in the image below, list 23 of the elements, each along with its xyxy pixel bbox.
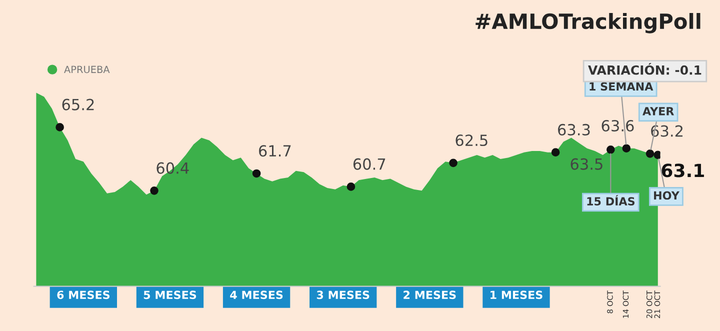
annotation: 15 DÍAS xyxy=(587,195,634,206)
data-label: 63.5 xyxy=(570,158,602,170)
x-tick-label: 5 MESES xyxy=(144,290,196,300)
x-tick-label: 2 MESES xyxy=(404,290,456,300)
data-label: 63.2 xyxy=(651,125,682,137)
annotation: 1 SEMANA xyxy=(590,82,654,91)
data-label: 61.7 xyxy=(259,145,291,157)
x-tick-label: 1 MESES xyxy=(490,290,542,300)
data-label: 60.4 xyxy=(156,162,189,174)
legend-label: APRUEBA xyxy=(64,66,110,74)
annotation: HOY xyxy=(654,191,680,200)
x-tick-label: 4 MESES xyxy=(230,290,283,300)
data-label: 65.2 xyxy=(62,98,94,110)
data-label: 63.1 xyxy=(662,164,704,178)
data-label: 62.5 xyxy=(456,134,488,146)
data-label: 60.7 xyxy=(353,158,386,170)
data-label: 63.3 xyxy=(558,124,590,136)
x-tick-label: 6 MESES xyxy=(57,290,110,300)
data-label: 63.6 xyxy=(602,120,634,132)
annotation: AYER xyxy=(642,107,674,116)
x-tick-label: 3 MESES xyxy=(316,290,370,300)
chart-title: #AMLOTrackingPoll xyxy=(476,13,700,34)
text: VARIACIÓN: -0.1 xyxy=(588,63,702,75)
